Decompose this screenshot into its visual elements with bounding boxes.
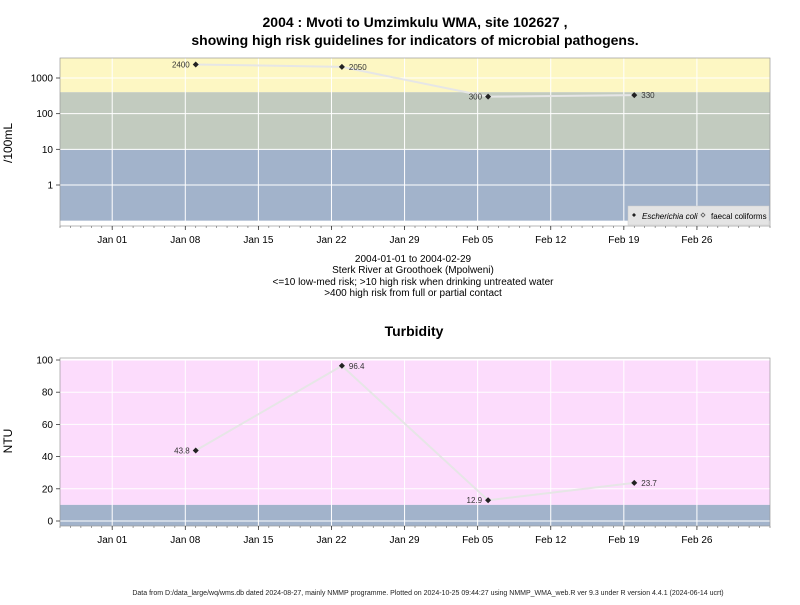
chart2-point-3	[631, 479, 638, 486]
chart2-plot-area: Jan 01 Jan 08 Jan 15 Jan 22 Jan 29 Feb 05 Feb …	[36, 356, 771, 546]
legend-ecoli-label: Escherichia coli	[642, 212, 698, 221]
chart2-point-2	[485, 497, 492, 504]
chart2-ytick-label-3: 60	[42, 420, 54, 431]
chart1-ytick-label-1: 10	[42, 145, 54, 156]
chart2-xtick-label-7: Feb 19	[608, 535, 640, 546]
chart2-data-label-2: 12.9	[467, 496, 483, 505]
legend-box	[627, 205, 770, 226]
chart1-xtick-label-2: Jan 15	[243, 235, 273, 246]
chart2-series-line-0	[195, 364, 635, 502]
chart1-xtick-label-1: Jan 08	[170, 235, 200, 246]
chart1-point-3	[631, 92, 638, 99]
chart2-xtick-label-5: Feb 05	[462, 535, 494, 546]
chart2-xtick-label-0: Jan 01	[97, 535, 127, 546]
chart1-ytick-label-3: 1000	[31, 74, 54, 85]
chart1-xtick-label-0: Jan 01	[97, 235, 127, 246]
chart2-xtick-label-1: Jan 08	[170, 535, 200, 546]
chart2-point-0	[192, 447, 199, 454]
chart2-xtick-label-8: Feb 26	[681, 535, 713, 546]
chart2-ytick-label-1: 20	[42, 484, 54, 495]
chart2-xtick-label-6: Feb 12	[535, 535, 567, 546]
chart1-ytick-label-0: 1	[47, 181, 53, 192]
chart1-xtick-label-3: Jan 22	[316, 235, 346, 246]
chart1-point-0	[192, 61, 199, 68]
chart1-band-1	[60, 92, 770, 150]
chart2-point-1	[338, 362, 345, 369]
chart2-data-label-3: 23.7	[641, 479, 657, 488]
chart1-point-2	[485, 93, 492, 100]
chart1-ylabel: /100mL	[1, 123, 15, 163]
chart2-ytick-label-4: 80	[42, 388, 54, 399]
chart2-data-label-1: 96.4	[349, 362, 365, 371]
chart1-xtick-label-6: Feb 12	[535, 235, 567, 246]
chart1-band-0	[60, 58, 770, 93]
chart2-xtick-label-3: Jan 22	[316, 535, 346, 546]
chart1-data-label-0: 2400	[172, 60, 190, 69]
chart2-xtick-label-2: Jan 15	[243, 535, 273, 546]
chart2-band-1	[60, 504, 770, 526]
chart2-ytick-label-5: 100	[36, 356, 53, 367]
chart1-xtick-label-7: Feb 19	[608, 235, 640, 246]
chart2-ytick-label-0: 0	[47, 517, 53, 528]
chart1-xtick-label-4: Jan 29	[390, 235, 420, 246]
chart1-data-label-1: 2050	[349, 63, 367, 72]
legend-faecal-label: faecal coliforms	[711, 212, 767, 221]
chart1-point-1	[338, 63, 345, 70]
chart2-ylabel: NTU	[1, 429, 15, 454]
legend-ecoli-marker	[632, 213, 636, 217]
chart1-data-label-3: 330	[641, 91, 655, 100]
chart1-ytick-label-2: 100	[36, 109, 53, 120]
chart1-series-line-0	[195, 63, 635, 98]
caption-line-3: <=10 low-med risk; >10 high risk when dr…	[273, 277, 555, 288]
chart1-data-label-2: 300	[469, 93, 483, 102]
chart2-data-label-0: 43.8	[174, 446, 190, 455]
legend-faecal-marker	[700, 212, 706, 218]
chart2-title: Turbidity	[385, 323, 444, 339]
chart1-legend: Escherichia coli faecal coliforms	[627, 205, 770, 226]
chart2-ytick-label-2: 40	[42, 452, 54, 463]
chart1-title-line1: 2004 : Mvoti to Umzimkulu WMA, site 1026…	[263, 14, 568, 30]
footer-note: Data from D:/data_large/wq/wms.db dated …	[132, 590, 723, 597]
caption-line-1: 2004-01-01 to 2004-02-29	[355, 254, 472, 265]
chart2-xtick-label-4: Jan 29	[390, 535, 420, 546]
chart1-xtick-label-5: Feb 05	[462, 235, 494, 246]
caption-line-4: >400 high risk from full or partial cont…	[324, 288, 502, 299]
caption-line-2: Sterk River at Groothoek (Mpolweni)	[332, 265, 494, 276]
chart1-xtick-label-8: Feb 26	[681, 235, 713, 246]
chart1-title-line2: showing high risk guidelines for indicat…	[191, 32, 638, 48]
